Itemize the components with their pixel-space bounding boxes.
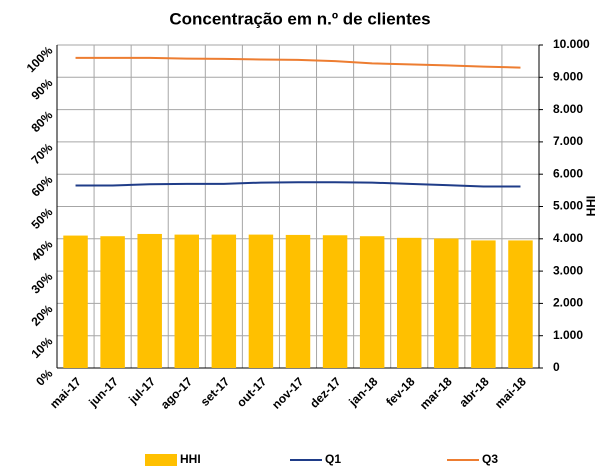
y2-tick-label: 9.000: [553, 69, 583, 83]
bar: [322, 235, 348, 368]
bar: [137, 233, 162, 368]
y-tick-label: 50%: [28, 205, 55, 232]
y-tick-label: 80%: [28, 108, 55, 135]
y-tick-label: 40%: [28, 237, 55, 264]
bar: [100, 236, 125, 368]
bar: [248, 234, 274, 368]
bar: [471, 240, 496, 368]
y2-tick-label: 5.000: [553, 199, 583, 213]
y2-tick-label: 1.000: [553, 328, 583, 342]
x-tick-label: nov-17: [269, 374, 306, 411]
y2-tick-label: 6.000: [553, 166, 583, 180]
y-tick-label: 60%: [28, 172, 55, 199]
bar: [508, 240, 533, 368]
y2-tick-label: 3.000: [553, 263, 583, 277]
y2-tick-label: 4.000: [553, 231, 583, 245]
y-tick-label: 100%: [24, 43, 56, 75]
chart-title: Concentração em n.º de clientes: [169, 9, 430, 28]
y-tick-label: 10%: [28, 334, 55, 361]
x-tick-label: jan-18: [345, 374, 380, 409]
y2-tick-label: 0: [553, 360, 560, 374]
bar: [63, 235, 88, 368]
x-tick-label: jul-17: [125, 374, 158, 407]
legend-swatch: [145, 454, 177, 466]
legend-label: Q3: [482, 452, 498, 466]
bar: [396, 237, 422, 368]
x-tick-label: set-17: [198, 374, 233, 409]
x-tick-label: out-17: [234, 374, 270, 410]
y-tick-label: 90%: [28, 76, 55, 103]
legend-label: HHI: [180, 452, 201, 466]
y2-tick-label: 7.000: [553, 134, 583, 148]
x-tick-label: mai-17: [47, 374, 84, 411]
x-tick-label: jun-17: [85, 374, 121, 410]
x-tick-label: ago-17: [158, 374, 195, 411]
y-tick-label: 30%: [28, 269, 55, 296]
x-tick-label: mai-18: [492, 374, 529, 411]
bar: [174, 234, 200, 368]
x-tick-label: fev-18: [383, 374, 418, 409]
y-tick-label: 0%: [33, 366, 55, 388]
line: [75, 56, 521, 69]
y2-tick-label: 2.000: [553, 296, 583, 310]
y2-axis-label: HHI: [584, 196, 598, 217]
bar: [434, 238, 459, 368]
bar: [359, 236, 385, 368]
bar: [285, 234, 311, 368]
legend-label: Q1: [325, 452, 341, 466]
y-tick-label: 20%: [28, 302, 55, 329]
bar: [211, 234, 237, 368]
line: [75, 181, 521, 188]
x-tick-label: mar-18: [417, 374, 455, 412]
y-tick-label: 70%: [28, 140, 55, 167]
y2-tick-label: 10.000: [553, 37, 590, 51]
y2-tick-label: 8.000: [553, 102, 583, 116]
x-tick-label: dez-17: [307, 374, 344, 411]
x-tick-label: abr-18: [456, 374, 492, 410]
